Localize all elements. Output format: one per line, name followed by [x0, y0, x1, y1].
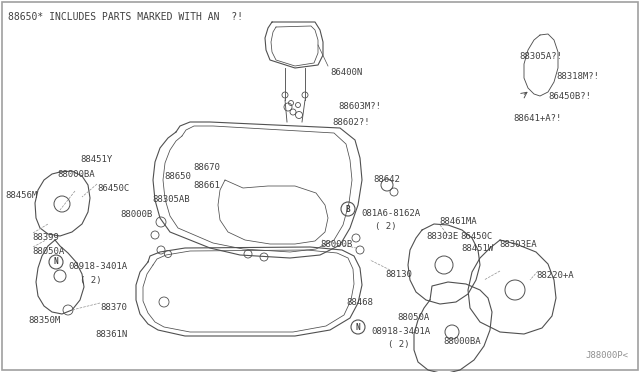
Text: 88050A: 88050A [397, 313, 429, 322]
Text: 88305A?!: 88305A?! [519, 52, 562, 61]
Text: 88661: 88661 [193, 181, 220, 190]
Text: 88370: 88370 [100, 303, 127, 312]
Text: 08918-3401A: 08918-3401A [371, 327, 430, 336]
Text: 88220+A: 88220+A [536, 271, 573, 280]
Text: 88650: 88650 [164, 172, 191, 181]
Text: 88451Y: 88451Y [80, 155, 112, 164]
Text: 88305AB: 88305AB [152, 195, 189, 204]
Text: B: B [346, 205, 350, 214]
Text: 88318M?!: 88318M?! [556, 72, 599, 81]
Text: N: N [356, 323, 360, 331]
Text: 081A6-8162A: 081A6-8162A [361, 209, 420, 218]
Text: 88603M?!: 88603M?! [338, 102, 381, 111]
Text: N: N [54, 257, 58, 266]
Text: 88456M: 88456M [5, 191, 37, 200]
Text: 88361N: 88361N [95, 330, 127, 339]
Text: 88000BA: 88000BA [57, 170, 95, 179]
Text: 88050A: 88050A [32, 247, 64, 256]
Text: ( 2): ( 2) [80, 276, 102, 285]
Text: 88650* INCLUDES PARTS MARKED WITH AN  ?!: 88650* INCLUDES PARTS MARKED WITH AN ?! [8, 12, 243, 22]
Text: 88451W: 88451W [461, 244, 493, 253]
Text: ( 2): ( 2) [388, 340, 410, 349]
Text: 88641+A?!: 88641+A?! [513, 114, 561, 123]
Text: 08918-3401A: 08918-3401A [68, 262, 127, 271]
Text: 88468: 88468 [346, 298, 373, 307]
Text: 88130: 88130 [385, 270, 412, 279]
Text: J88000P<: J88000P< [585, 351, 628, 360]
Text: ( 2): ( 2) [375, 222, 397, 231]
Text: 88399: 88399 [32, 233, 59, 242]
Text: 88303EA: 88303EA [499, 240, 536, 249]
Text: 88000B: 88000B [120, 210, 152, 219]
Text: 86450C: 86450C [460, 232, 492, 241]
Text: 86450B?!: 86450B?! [548, 92, 591, 101]
Text: 88303E: 88303E [426, 232, 458, 241]
Text: 88000B: 88000B [320, 240, 352, 249]
Text: 88000BA: 88000BA [443, 337, 481, 346]
Text: 86450C: 86450C [97, 184, 129, 193]
Text: 88461MA: 88461MA [439, 217, 477, 226]
Text: 86400N: 86400N [330, 68, 362, 77]
Text: 88350M: 88350M [28, 316, 60, 325]
Text: 88602?!: 88602?! [332, 118, 370, 127]
Text: 88642: 88642 [373, 175, 400, 184]
Text: 88670: 88670 [193, 163, 220, 172]
